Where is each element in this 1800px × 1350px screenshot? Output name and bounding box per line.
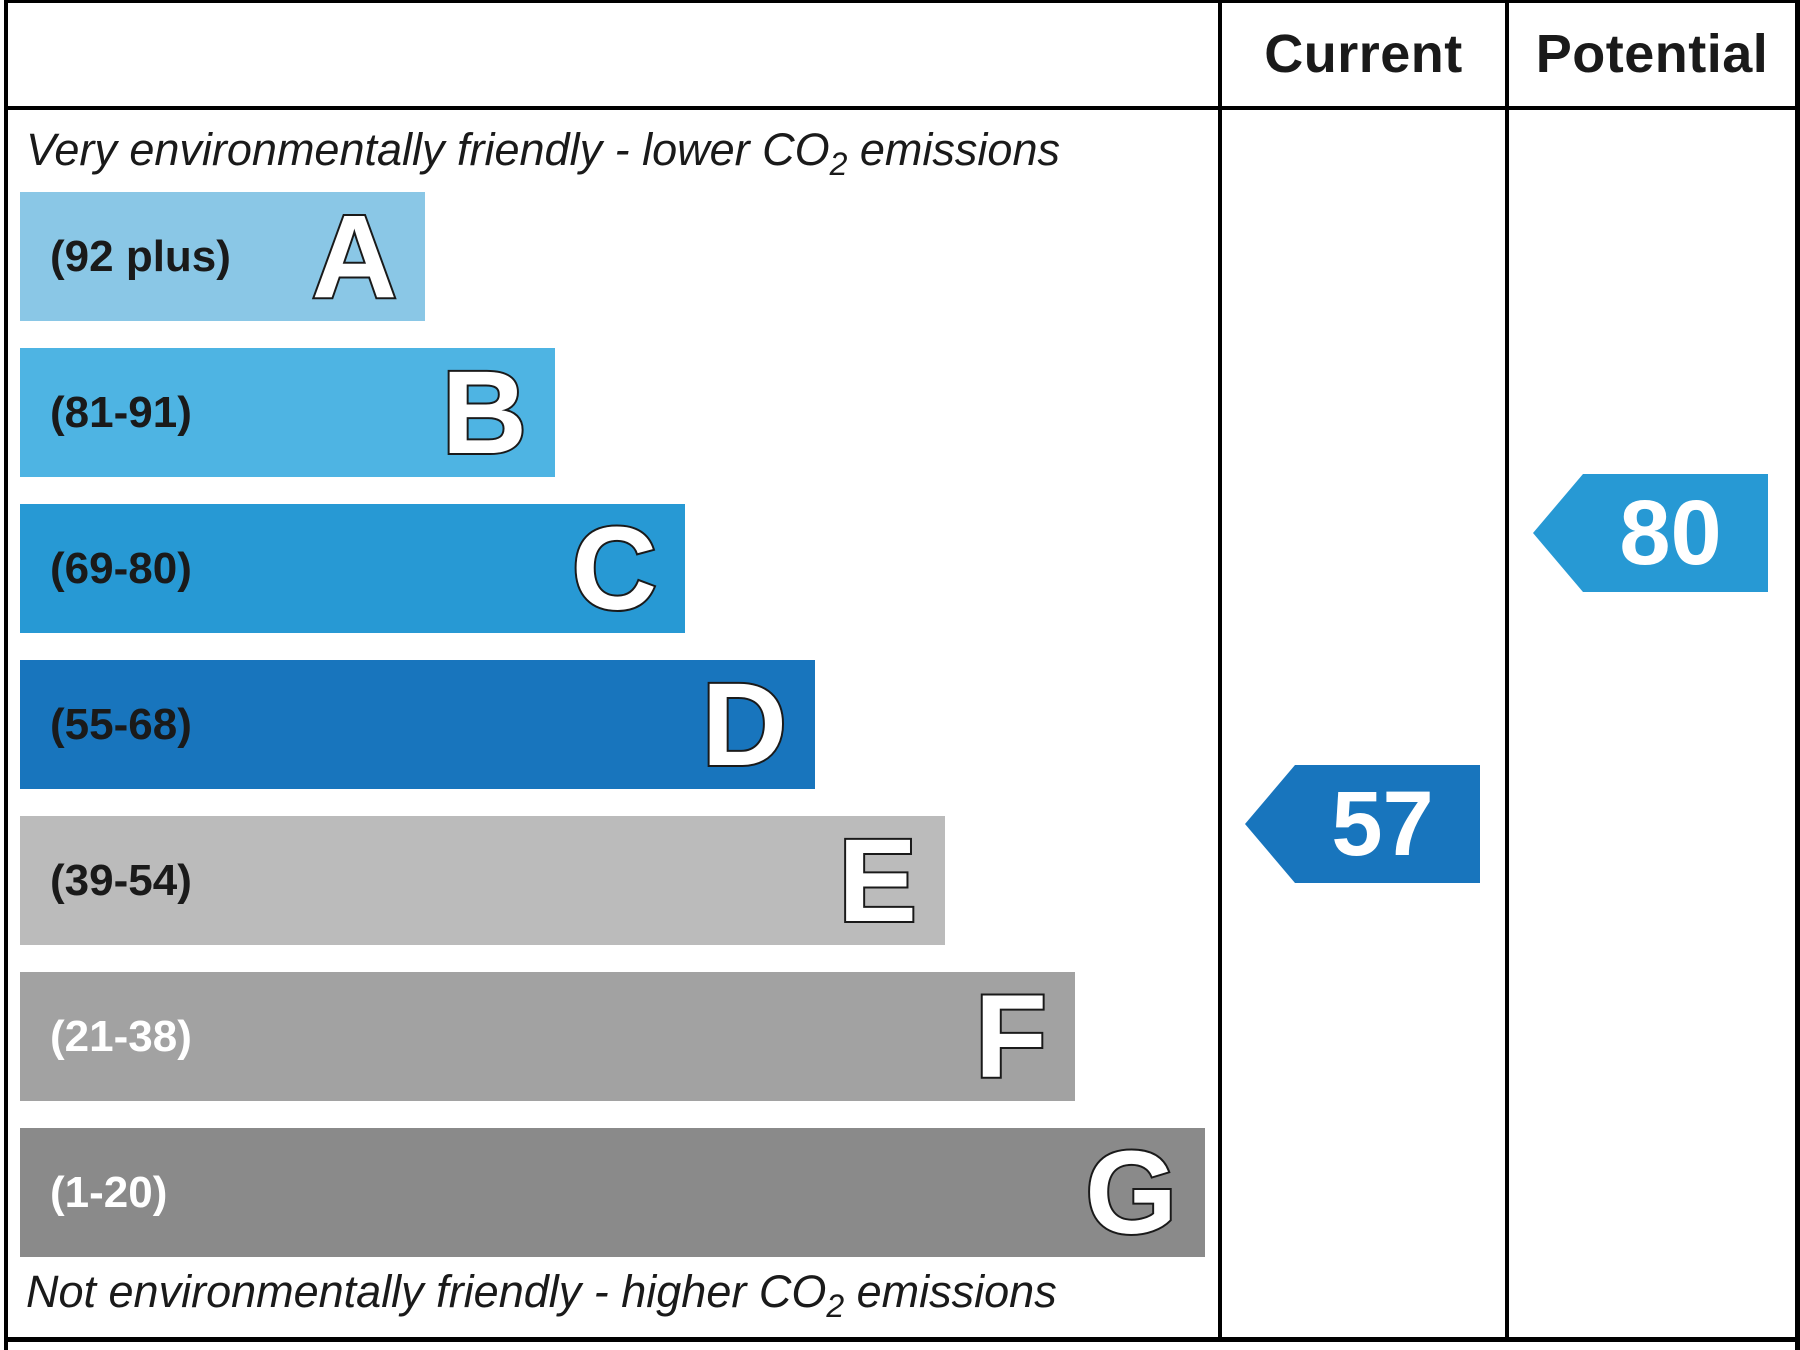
border-top bbox=[4, 0, 1800, 3]
band-f: (21-38) F bbox=[20, 972, 1075, 1101]
top-caption-tail: emissions bbox=[847, 124, 1060, 175]
potential-rating-pointer: 80 bbox=[1533, 474, 1768, 592]
band-e-range: (39-54) bbox=[50, 855, 192, 905]
column-divider-current bbox=[1218, 0, 1222, 1340]
band-g-range: (1-20) bbox=[50, 1167, 168, 1217]
band-a-letter: A bbox=[310, 190, 399, 323]
column-divider-potential bbox=[1505, 0, 1509, 1340]
band-d: (55-68) D bbox=[20, 660, 815, 789]
band-g-letter: G bbox=[1083, 1126, 1179, 1259]
band-b: (81-91) B bbox=[20, 348, 555, 477]
band-c-range: (69-80) bbox=[50, 543, 192, 593]
top-caption: Very environmentally friendly - lower CO… bbox=[26, 124, 1060, 183]
top-caption-text: Very environmentally friendly - lower CO bbox=[26, 124, 830, 175]
band-g: (1-20) G bbox=[20, 1128, 1205, 1257]
band-e: (39-54) E bbox=[20, 816, 945, 945]
band-e-letter: E bbox=[836, 814, 919, 947]
band-c-letter: C bbox=[570, 502, 659, 635]
current-rating-value: 57 bbox=[1331, 772, 1434, 875]
header-divider bbox=[4, 106, 1800, 110]
border-left bbox=[4, 0, 8, 1350]
band-d-range: (55-68) bbox=[50, 699, 192, 749]
potential-column-header: Potential bbox=[1535, 23, 1769, 84]
current-rating-pointer: 57 bbox=[1245, 765, 1480, 883]
bottom-caption-text: Not environmentally friendly - higher CO bbox=[26, 1266, 827, 1317]
band-f-letter: F bbox=[973, 970, 1049, 1103]
bottom-caption-tail: emissions bbox=[844, 1266, 1057, 1317]
band-a: (92 plus) A bbox=[20, 192, 425, 321]
band-d-letter: D bbox=[700, 658, 789, 791]
current-column-header: Current bbox=[1264, 23, 1463, 84]
band-c: (69-80) C bbox=[20, 504, 685, 633]
border-right bbox=[1795, 0, 1800, 1350]
band-b-range: (81-91) bbox=[50, 387, 192, 437]
band-a-range: (92 plus) bbox=[50, 231, 231, 281]
border-bottom bbox=[4, 1337, 1800, 1342]
top-caption-subscript: 2 bbox=[829, 146, 848, 182]
bottom-caption-subscript: 2 bbox=[826, 1288, 845, 1324]
band-b-letter: B bbox=[440, 346, 529, 479]
potential-rating-value: 80 bbox=[1619, 481, 1722, 584]
band-f-range: (21-38) bbox=[50, 1011, 192, 1061]
bottom-caption: Not environmentally friendly - higher CO… bbox=[26, 1266, 1057, 1325]
